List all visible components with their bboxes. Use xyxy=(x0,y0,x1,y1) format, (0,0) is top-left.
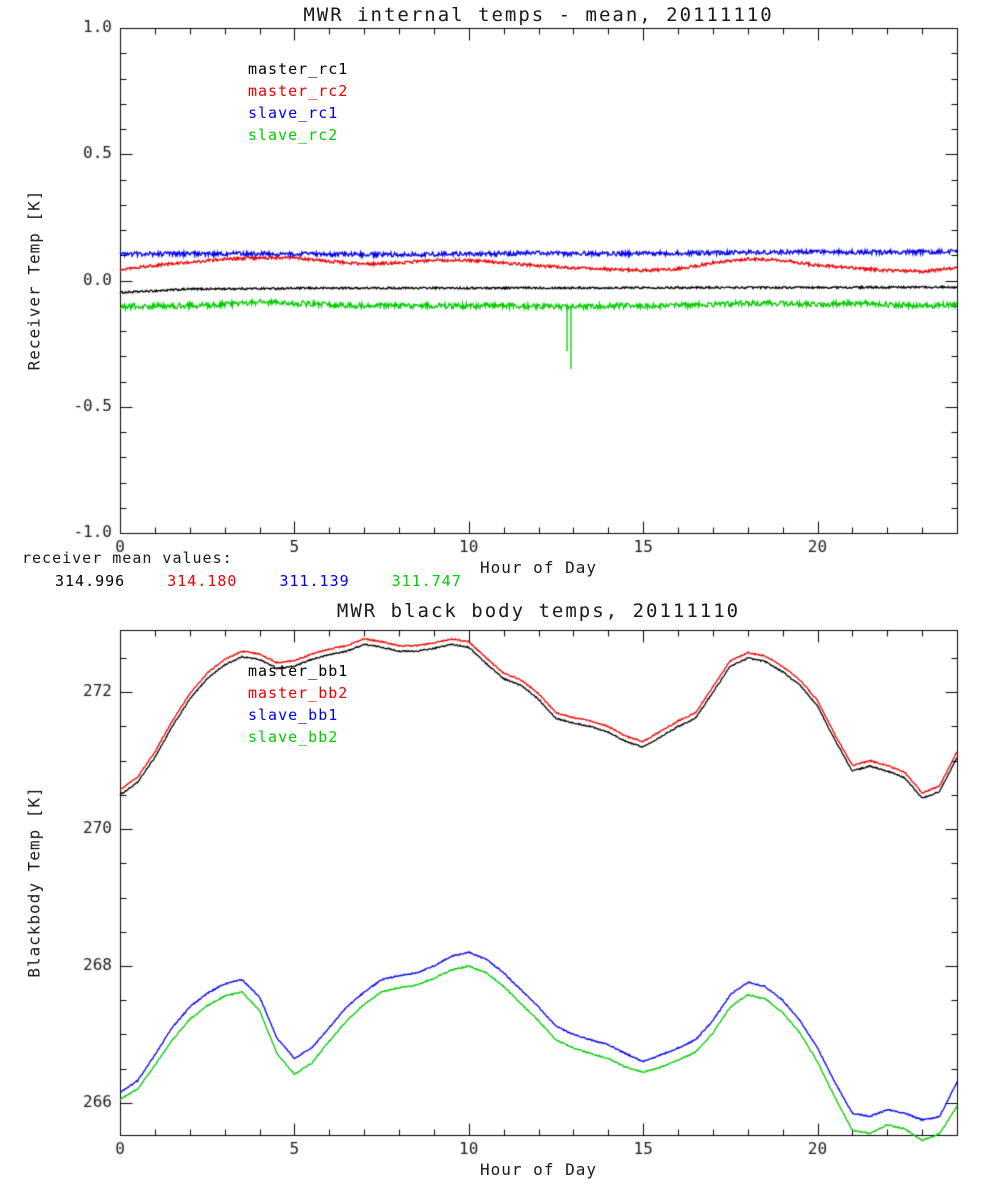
legend-item-master-rc1: master_rc1 xyxy=(248,60,349,78)
top-x-axis-label: Hour of Day xyxy=(480,558,597,577)
receiver-mean-values-label: receiver mean values: xyxy=(22,549,233,567)
bottom-x-axis-label: Hour of Day xyxy=(480,1160,597,1179)
legend-item-master-bb1: master_bb1 xyxy=(248,662,349,680)
mean-value-master-rc2: 314.180 xyxy=(167,572,238,590)
mean-value-master-rc1: 314.996 xyxy=(55,572,126,590)
top-chart-title: MWR internal temps - mean, 20111110 xyxy=(303,4,774,26)
bottom-chart-legend: master_bb1 master_bb2 slave_bb1 slave_bb… xyxy=(248,660,348,748)
mean-value-slave-rc1: 311.139 xyxy=(279,572,350,590)
legend-item-slave-bb2: slave_bb2 xyxy=(248,728,339,746)
legend-item-master-rc2: master_rc2 xyxy=(248,82,349,100)
top-chart-legend: master_rc1 master_rc2 slave_rc1 slave_rc… xyxy=(248,58,348,146)
legend-item-slave-bb1: slave_bb1 xyxy=(248,706,339,724)
bottom-y-axis-label: Blackbody Temp [K] xyxy=(24,786,44,978)
legend-item-slave-rc1: slave_rc1 xyxy=(248,104,339,122)
mean-value-slave-rc2: 311.747 xyxy=(391,572,462,590)
bottom-chart-title: MWR black body temps, 20111110 xyxy=(336,600,741,622)
legend-item-master-bb2: master_bb2 xyxy=(248,684,349,702)
top-y-axis-label: Receiver Temp [K] xyxy=(24,189,44,371)
receiver-mean-values-row: 314.996 314.180 311.139 311.747 xyxy=(55,572,462,590)
blackbody-temp-chart-canvas xyxy=(0,600,1000,1200)
legend-item-slave-rc2: slave_rc2 xyxy=(248,126,339,144)
receiver-temp-chart-canvas xyxy=(0,0,1000,560)
